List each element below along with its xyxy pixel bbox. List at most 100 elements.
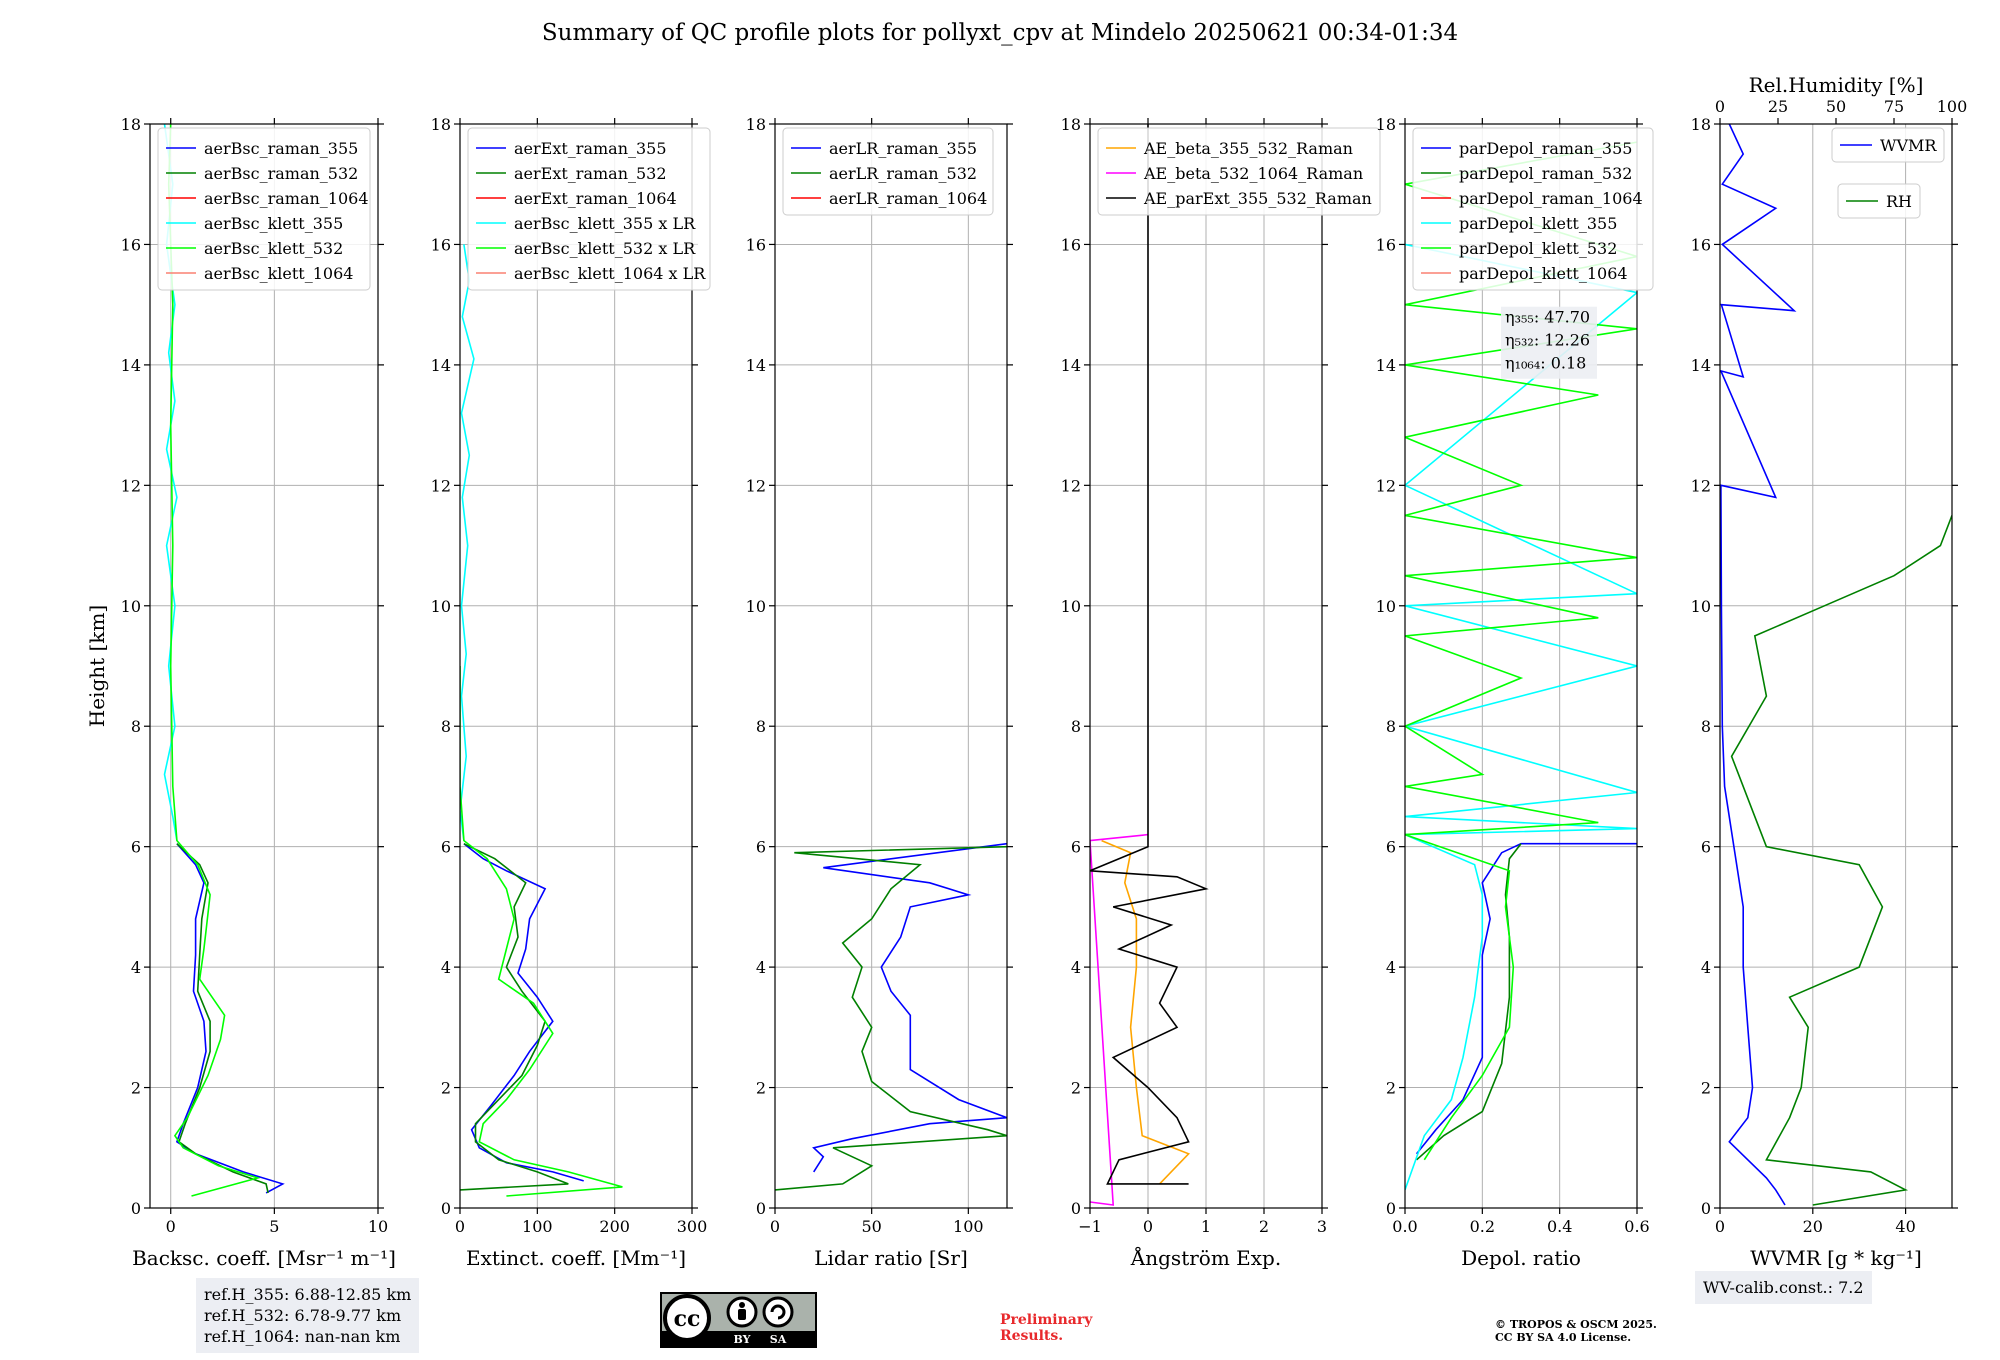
series-line-parDepol-raman-532 xyxy=(1416,843,1522,1161)
x-tick-label: 100 xyxy=(953,1217,984,1236)
y-tick-label: 14 xyxy=(431,356,451,375)
y-tick-label: 8 xyxy=(756,717,766,736)
x-axis-label: Ångström Exp. xyxy=(1130,1245,1281,1270)
top-x-tick-label: 25 xyxy=(1768,97,1788,116)
legend-label: aerBsc_klett_532 xyxy=(204,239,343,258)
legend-label: aerLR_raman_532 xyxy=(829,164,977,183)
legend-box xyxy=(1831,127,1945,163)
license-by: BY xyxy=(734,1333,751,1346)
x-tick-label: 5 xyxy=(269,1217,279,1236)
legend-box xyxy=(1837,183,1921,219)
legend-label: WVMR xyxy=(1880,136,1937,155)
legend-label: AE_beta_355_532_Raman xyxy=(1143,139,1353,158)
y-tick-label: 16 xyxy=(431,235,451,254)
y-tick-label: 8 xyxy=(1386,717,1396,736)
series-group xyxy=(163,124,285,1197)
plot-frame xyxy=(149,123,379,1209)
copyright-line1: © TROPOS & OSCM 2025. xyxy=(1495,1318,1657,1331)
y-tick-label: 2 xyxy=(1386,1079,1396,1098)
series-group xyxy=(775,842,1007,1191)
y-tick-label: 6 xyxy=(131,838,141,857)
y-tick-label: 10 xyxy=(121,597,141,616)
y-tick-label: 8 xyxy=(1071,717,1081,736)
x-tick-label: 3 xyxy=(1317,1217,1327,1236)
y-tick-label: 6 xyxy=(1386,838,1396,857)
y-tick-label: 8 xyxy=(441,717,451,736)
legend-label: aerExt_raman_532 xyxy=(514,164,667,183)
x-tick-label: 300 xyxy=(677,1217,708,1236)
series-line-AE-beta-355-532-Raman xyxy=(1101,839,1191,1185)
legend-label: parDepol_raman_532 xyxy=(1459,164,1632,183)
series-line-aerExt-raman-532 xyxy=(460,842,569,1191)
y-tick-label: 12 xyxy=(1061,476,1081,495)
y-tick-label: 4 xyxy=(131,958,141,977)
legend-label: AE_beta_532_1064_Raman xyxy=(1143,164,1363,183)
series-line-AE-parExt-355-532-Raman xyxy=(1090,124,1209,1185)
x-tick-label: 50 xyxy=(861,1217,881,1236)
preliminary-note: Preliminary Results. xyxy=(1000,1312,1092,1344)
x-tick-label: 0 xyxy=(770,1217,780,1236)
ref-height-532: ref.H_532: 6.78-9.77 km xyxy=(204,1306,402,1325)
plot-frame xyxy=(459,123,693,1209)
legend-box xyxy=(1412,127,1654,291)
ref-height-355: ref.H_355: 6.88-12.85 km xyxy=(204,1285,412,1304)
y-tick-label: 18 xyxy=(1061,115,1081,134)
legend-label: AE_parExt_355_532_Raman xyxy=(1143,189,1372,208)
legend-label: parDepol_klett_1064 xyxy=(1459,264,1628,283)
y-tick-label: 10 xyxy=(431,597,451,616)
copyright-note: © TROPOS & OSCM 2025. CC BY SA 4.0 Licen… xyxy=(1495,1318,1657,1344)
y-tick-label: 8 xyxy=(1701,717,1711,736)
y-tick-label: 10 xyxy=(1061,597,1081,616)
x-tick-label: 0.6 xyxy=(1624,1217,1649,1236)
legend-box xyxy=(1097,127,1381,216)
legend-label: RH xyxy=(1886,192,1912,211)
plot-frame xyxy=(1404,123,1638,1209)
y-tick-label: 16 xyxy=(1691,235,1711,254)
y-tick-label: 8 xyxy=(131,717,141,736)
legend-label: aerLR_raman_1064 xyxy=(829,189,987,208)
legend-label: aerBsc_raman_532 xyxy=(204,164,358,183)
y-tick-label: 12 xyxy=(746,476,766,495)
x-tick-label: −1 xyxy=(1078,1217,1102,1236)
y-tick-label: 4 xyxy=(441,958,451,977)
legend-label: aerBsc_klett_1064 x LR xyxy=(514,264,706,283)
legend-box xyxy=(157,127,371,291)
x-tick-label: 40 xyxy=(1895,1217,1915,1236)
series-line-aerBsc-klett-532-x-LR xyxy=(460,666,623,1197)
panel-4 xyxy=(1084,118,1381,1214)
y-tick-label: 4 xyxy=(1386,958,1396,977)
panel-3 xyxy=(769,118,1013,1214)
y-tick-label: 16 xyxy=(1376,235,1396,254)
reference-height-box: ref.H_355: 6.88-12.85 km ref.H_532: 6.78… xyxy=(196,1278,420,1353)
x-tick-label: 0 xyxy=(166,1217,176,1236)
y-tick-label: 18 xyxy=(1376,115,1396,134)
ref-height-1064: ref.H_1064: nan-nan km xyxy=(204,1327,401,1346)
preliminary-line2: Results. xyxy=(1000,1328,1064,1344)
plot-frame xyxy=(774,123,1008,1209)
x-tick-label: 0.0 xyxy=(1392,1217,1417,1236)
y-tick-label: 16 xyxy=(121,235,141,254)
top-x-tick-label: 100 xyxy=(1937,97,1968,116)
x-axis-label: Lidar ratio [Sr] xyxy=(814,1246,968,1270)
legend-label: parDepol_klett_532 xyxy=(1459,239,1617,258)
y-tick-label: 6 xyxy=(441,838,451,857)
x-tick-label: 200 xyxy=(599,1217,630,1236)
y-tick-label: 0 xyxy=(1071,1199,1081,1218)
x-tick-label: 20 xyxy=(1803,1217,1823,1236)
series-line-parDepol-klett-355 xyxy=(1405,243,1637,1191)
series-group xyxy=(1090,124,1209,1206)
x-tick-label: 0 xyxy=(1715,1217,1725,1236)
series-line-aerExt-raman-355 xyxy=(463,843,584,1182)
legend-label: aerLR_raman_355 xyxy=(829,139,977,158)
legend-box xyxy=(782,127,994,216)
series-group xyxy=(1720,124,1952,1206)
legend-box xyxy=(467,127,711,291)
y-tick-label: 18 xyxy=(431,115,451,134)
copyright-line2: CC BY SA 4.0 License. xyxy=(1495,1331,1632,1344)
x-tick-label: 100 xyxy=(522,1217,553,1236)
chart-title: Summary of QC profile plots for pollyxt_… xyxy=(541,20,1459,46)
y-tick-label: 2 xyxy=(131,1079,141,1098)
y-tick-label: 12 xyxy=(1376,476,1396,495)
top-x-tick-label: 50 xyxy=(1826,97,1846,116)
